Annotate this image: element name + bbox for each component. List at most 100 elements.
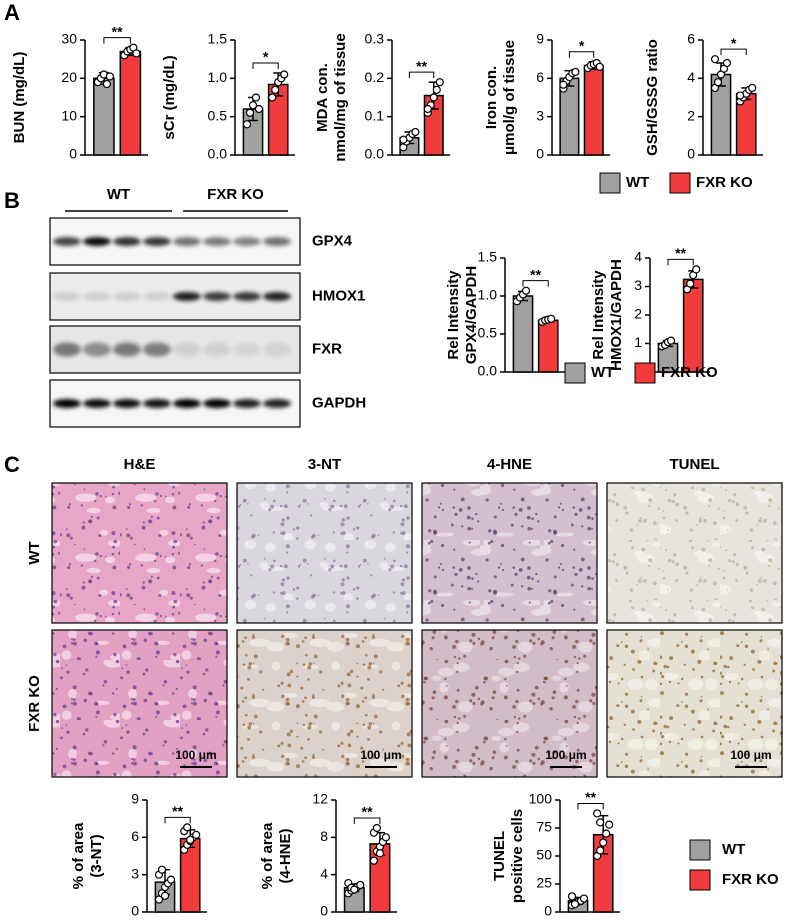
bar <box>537 319 559 373</box>
data-point <box>432 85 441 94</box>
significance-bracket <box>720 48 747 56</box>
y-axis-label: GSH/GSSG ratio <box>644 39 661 156</box>
y-tick-label: 1.5 <box>478 249 498 265</box>
data-point <box>605 820 614 829</box>
y-tick-label: 1.0 <box>208 69 228 85</box>
y-tick-label: 12 <box>312 791 328 807</box>
y-tick-label: 6 <box>536 69 544 85</box>
significance-bracket <box>103 37 131 44</box>
data-point <box>710 55 720 64</box>
blot-band <box>173 292 201 301</box>
blot-band <box>83 237 111 246</box>
data-point <box>567 892 577 901</box>
histology-image <box>236 482 413 624</box>
histology-image <box>51 482 228 624</box>
histology-image <box>236 629 413 778</box>
blot-band <box>83 342 111 357</box>
blot-band <box>233 237 261 246</box>
data-point <box>268 93 277 102</box>
y-tick-label: 0.5 <box>208 107 228 123</box>
significance-label: * <box>263 49 269 65</box>
significance-bracket <box>252 62 279 69</box>
data-point <box>350 885 359 894</box>
significance-label: ** <box>416 58 427 74</box>
data-point <box>356 880 365 890</box>
histology-column-label: 3-NT <box>308 456 341 473</box>
data-point <box>245 108 255 117</box>
blot-band <box>173 237 201 246</box>
y-axis-label: GPX4/GAPDH <box>463 266 480 364</box>
y-tick-label: 0.5 <box>478 325 498 341</box>
panel-letter: B <box>4 188 20 213</box>
blot-band <box>203 342 231 357</box>
y-tick-label: 0 <box>687 146 695 162</box>
y-tick-label: 75 <box>536 819 552 835</box>
data-point <box>579 894 589 903</box>
scale-bar-label: 100 μm <box>545 748 586 762</box>
data-point <box>599 838 608 847</box>
y-axis-label: MDA con. <box>314 63 331 132</box>
data-point <box>748 83 757 93</box>
data-point <box>736 91 745 100</box>
blot-band <box>113 399 141 408</box>
histology-image <box>606 482 783 624</box>
blot-band <box>53 342 81 357</box>
y-axis-label: nmol/mg of tissue <box>332 33 349 161</box>
y-tick-label: 8 <box>320 828 328 844</box>
y-tick-label: 2 <box>634 306 642 322</box>
blot-band <box>173 342 201 357</box>
y-axis-label: Rel Intensity <box>445 270 462 360</box>
histology-column-label: TUNEL <box>670 456 720 473</box>
y-tick-label: 20 <box>61 69 77 85</box>
legend-swatch <box>689 839 711 861</box>
significance-bracket <box>522 280 549 287</box>
legend-swatch <box>689 869 711 891</box>
blot-band <box>83 399 111 408</box>
blot-band <box>83 292 111 301</box>
blot-band <box>113 292 141 301</box>
significance-label: ** <box>172 803 183 819</box>
y-tick-label: 0.0 <box>208 146 228 162</box>
histology-column-label: H&E <box>124 456 156 473</box>
blot-band <box>203 237 231 246</box>
y-tick-label: 0.1 <box>365 107 385 123</box>
data-point <box>271 85 280 94</box>
data-point <box>280 70 289 79</box>
significance-bracket <box>568 51 595 58</box>
data-point <box>132 49 141 58</box>
data-point <box>411 127 420 137</box>
blot-band <box>233 292 261 301</box>
y-tick-label: 0.3 <box>365 31 385 47</box>
legend-label: FXR KO <box>661 364 718 381</box>
data-point <box>254 104 264 114</box>
significance-bracket <box>667 258 694 266</box>
y-axis-label: TUNEL <box>491 831 508 881</box>
blot-band <box>263 237 291 246</box>
y-axis-label: positive cells <box>509 809 526 903</box>
data-point <box>570 900 580 909</box>
data-point <box>602 829 611 838</box>
data-point <box>192 830 201 839</box>
data-point <box>102 79 112 89</box>
data-point <box>251 93 261 102</box>
y-tick-label: 10 <box>61 107 77 123</box>
legend-swatch <box>564 362 586 384</box>
data-point <box>722 58 732 68</box>
data-point <box>160 891 170 900</box>
scale-bar-label: 100 μm <box>175 748 216 762</box>
y-axis-label: μmol/g of tissue <box>501 40 518 155</box>
bar <box>583 64 604 156</box>
histology-row-label: WT <box>26 541 43 564</box>
y-tick-label: 1.0 <box>478 287 498 303</box>
blot-band <box>113 342 141 357</box>
blot-band <box>113 237 141 246</box>
blot-band <box>203 399 231 408</box>
blot-band <box>173 399 201 408</box>
data-point <box>166 875 176 884</box>
data-point <box>595 62 604 71</box>
histology-column-label: 4-HNE <box>487 456 532 473</box>
significance-label: * <box>579 37 585 53</box>
blot-band <box>53 292 81 301</box>
y-tick-label: 0 <box>544 903 552 919</box>
significance-label: ** <box>112 23 123 39</box>
